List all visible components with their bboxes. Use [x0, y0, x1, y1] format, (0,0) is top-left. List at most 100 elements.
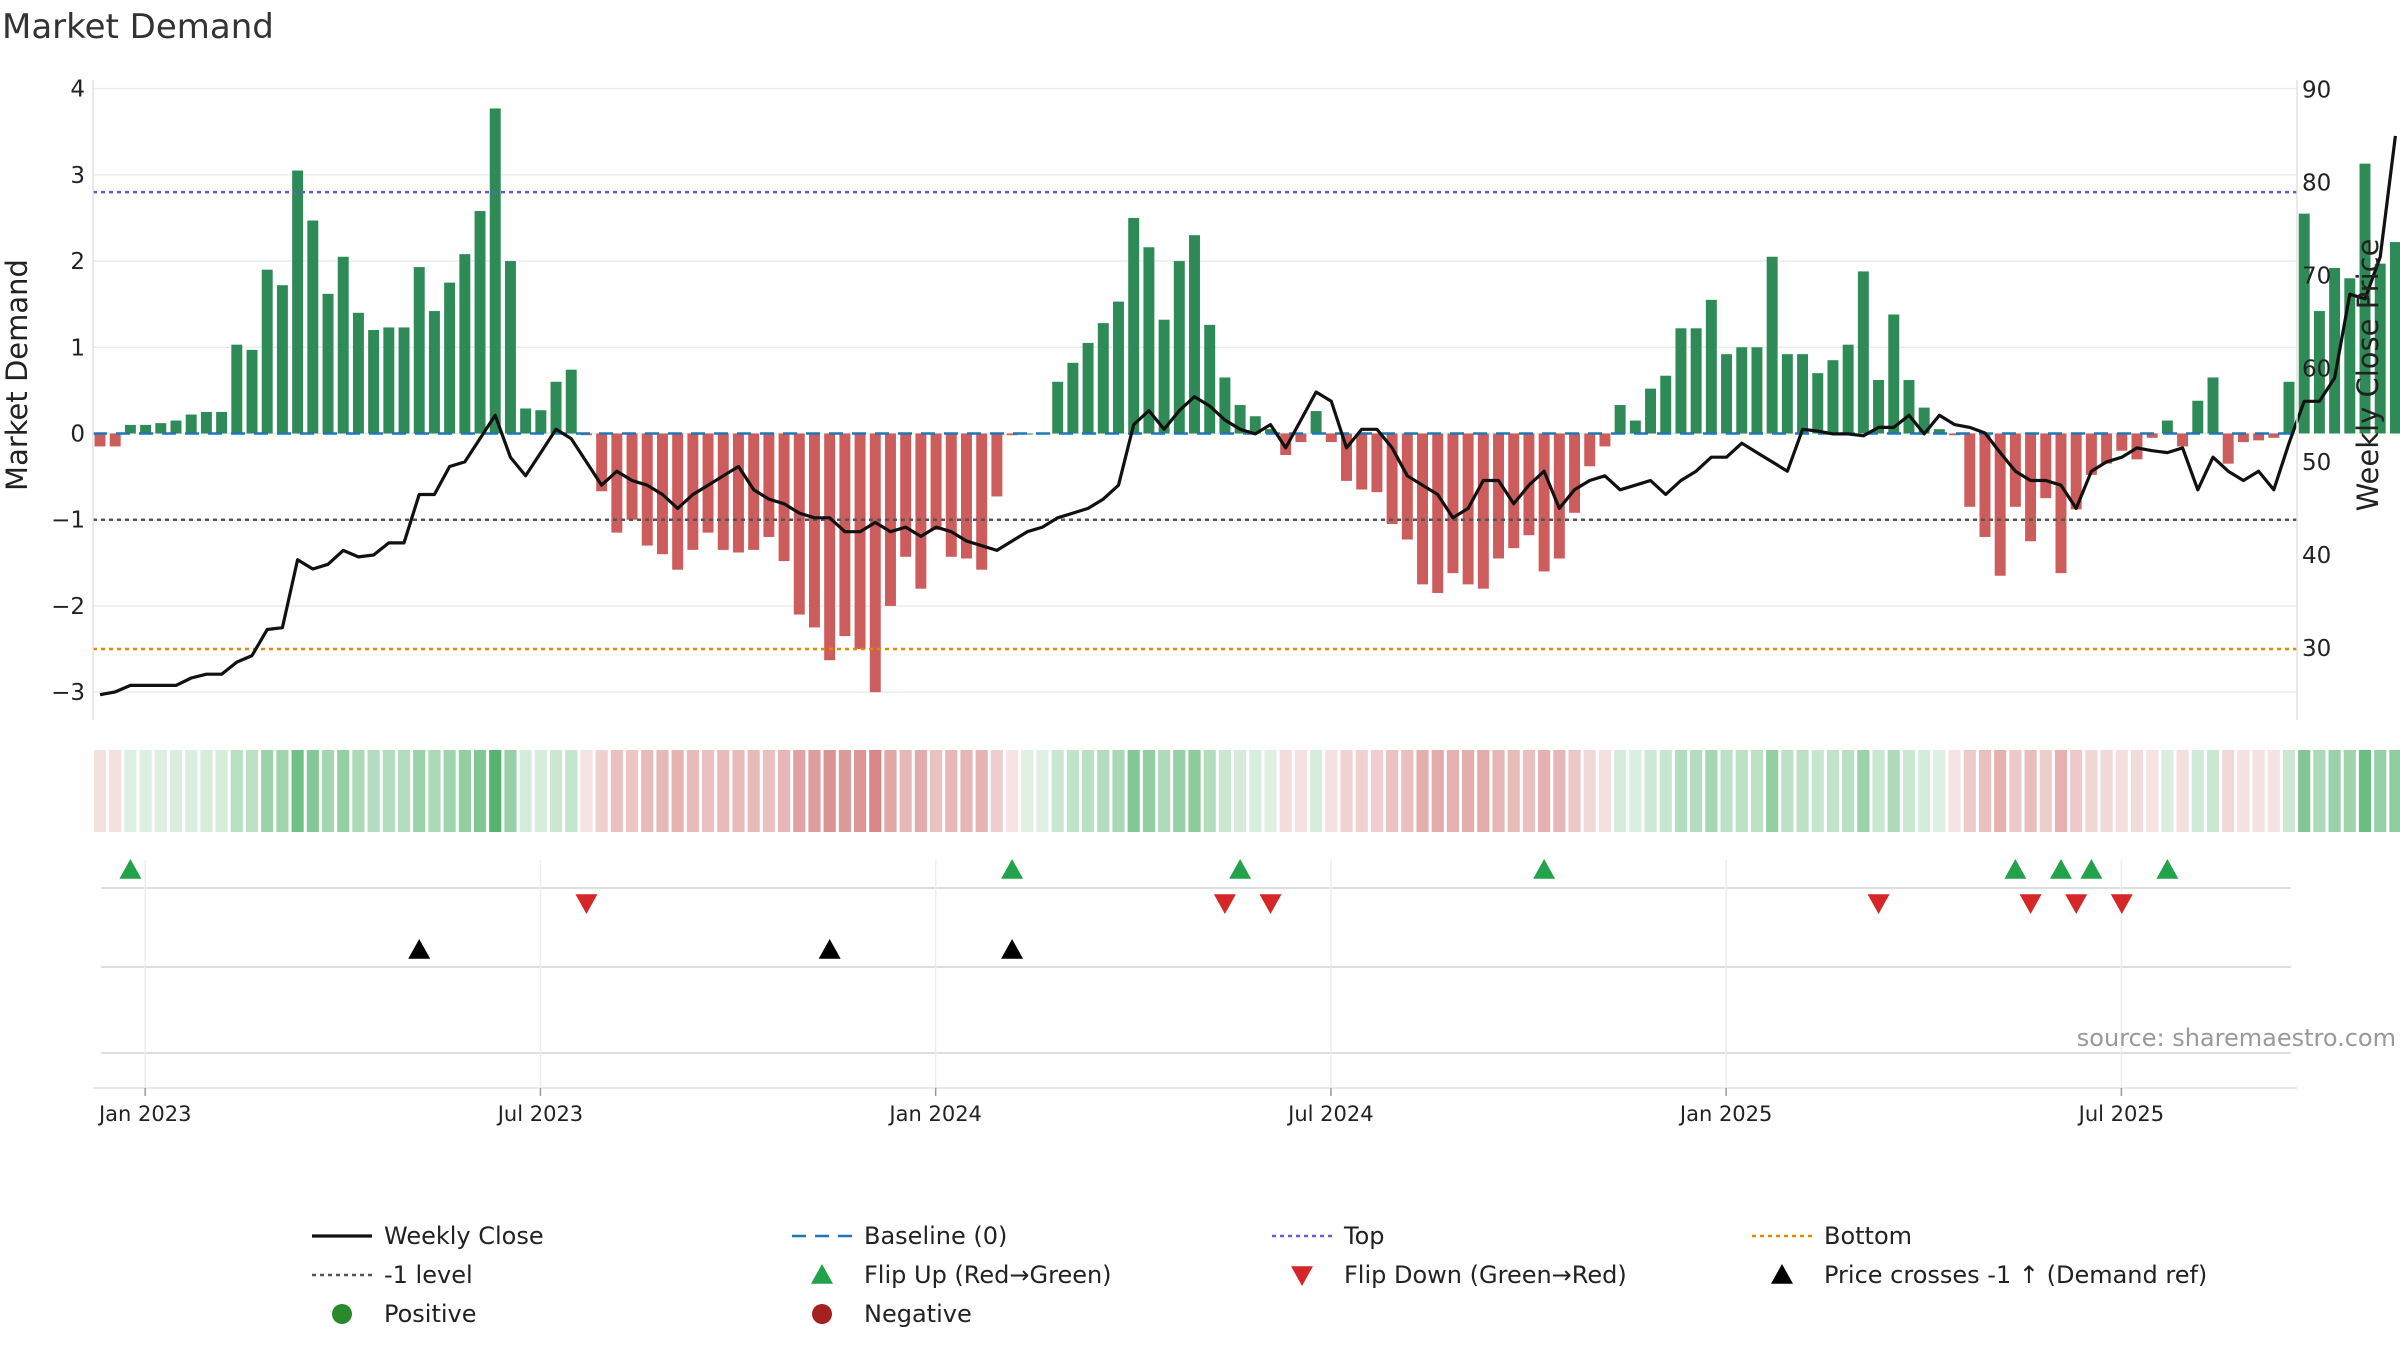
demand-bar: [687, 433, 699, 550]
demand-bar: [884, 433, 896, 606]
heat-cell: [1644, 750, 1657, 832]
demand-bar: [1812, 373, 1824, 434]
demand-bar: [1021, 433, 1033, 435]
demand-bar: [1006, 433, 1018, 436]
x-tick-label: Jul 2024: [1286, 1102, 1373, 1126]
y-tick-label-right: 80: [2302, 170, 2331, 196]
demand-bar: [1356, 433, 1368, 490]
demand-bar: [535, 410, 547, 434]
heat-cell: [1492, 750, 1505, 832]
demand-bar: [520, 408, 532, 434]
heat-cell: [549, 750, 563, 832]
demand-bar: [1751, 347, 1763, 434]
y-tick-label-right: 90: [2302, 77, 2331, 103]
flip-up-marker: [119, 859, 142, 879]
demand-bar: [1067, 362, 1079, 434]
heat-cell: [2115, 750, 2128, 832]
demand-bar: [413, 267, 425, 434]
heat-cell: [1781, 750, 1794, 832]
heat-cell: [1477, 750, 1490, 832]
heat-cell: [1446, 750, 1460, 832]
demand-bar: [231, 344, 243, 434]
heat-cell: [1173, 750, 1186, 832]
heat-cell: [1112, 750, 1125, 832]
heat-cell: [610, 750, 623, 832]
legend-label: Top: [1343, 1222, 1385, 1250]
heat-cell: [1066, 750, 1079, 832]
heat-cell: [838, 750, 851, 832]
demand-bar: [383, 327, 395, 434]
heat-cell: [1842, 750, 1855, 832]
heat-cell: [169, 750, 183, 832]
demand-bar: [2389, 242, 2400, 434]
heat-cell: [929, 750, 943, 832]
flip-up-marker: [1001, 859, 1024, 879]
heat-cell: [1462, 750, 1475, 832]
demand-bar: [1842, 344, 1854, 434]
demand-bar: [489, 108, 501, 434]
heat-cell: [960, 750, 973, 832]
heat-cell: [1021, 750, 1034, 832]
demand-bar: [1675, 328, 1687, 434]
heat-cell: [2313, 750, 2326, 832]
heat-cell: [1750, 750, 1764, 832]
heat-cell: [2100, 750, 2113, 832]
demand-bar: [1736, 347, 1748, 434]
demand-bar: [459, 254, 471, 434]
demand-bar: [596, 433, 608, 492]
demand-bar: [2146, 433, 2158, 438]
y-axis-label-left: Market Demand: [0, 259, 34, 491]
demand-bar: [1280, 433, 1292, 456]
heat-cell: [504, 750, 517, 832]
demand-bar: [930, 433, 942, 531]
legend-label: Weekly Close: [384, 1222, 544, 1250]
demand-bar: [307, 220, 319, 434]
legend-label: Bottom: [1824, 1222, 1912, 1250]
heat-cell: [884, 750, 897, 832]
demand-bar: [2268, 433, 2280, 438]
y-tick-label-right: 60: [2302, 357, 2331, 383]
heat-cell: [793, 750, 806, 832]
demand-bar: [1705, 299, 1717, 434]
demand-bar: [869, 433, 881, 693]
heat-cell: [352, 750, 365, 832]
demand-bar: [824, 433, 836, 661]
heat-cell: [367, 750, 380, 832]
demand-bar: [1371, 433, 1383, 493]
demand-bar: [1189, 235, 1200, 434]
demand-bar: [155, 423, 167, 434]
heat-cell: [1386, 750, 1399, 832]
heat-cell: [489, 750, 502, 832]
demand-bar: [428, 311, 440, 434]
demand-bar: [672, 433, 684, 570]
heat-cell: [625, 750, 639, 832]
heat-cell: [2009, 750, 2022, 832]
demand-bar: [2177, 433, 2189, 447]
heat-cell: [671, 750, 684, 832]
heat-cell: [1401, 750, 1414, 832]
legend: Weekly Close Baseline (0) Top Bottom -1 leve…: [312, 1222, 2207, 1328]
heat-cell: [869, 750, 882, 832]
demand-bar: [322, 293, 334, 434]
heat-cell: [1826, 750, 1840, 832]
heat-cell: [1082, 750, 1095, 832]
heat-cell: [1948, 750, 1961, 832]
demand-bar: [1158, 319, 1170, 434]
demand-bar: [1553, 433, 1565, 559]
demand-bar: [1645, 388, 1657, 434]
heat-cell: [215, 750, 228, 832]
heat-cell: [2054, 750, 2068, 832]
demand-bar: [1508, 433, 1520, 549]
demand-bar: [1781, 354, 1793, 434]
event-markers: [101, 859, 2291, 1090]
heat-cell: [413, 750, 426, 832]
demand-bar: [915, 433, 927, 589]
demand-bar: [1249, 416, 1261, 434]
heat-cell: [2176, 750, 2189, 832]
heat-cell: [1279, 750, 1292, 832]
flip-up-marker: [1229, 859, 1252, 879]
heat-cell: [1690, 750, 1703, 832]
legend-dot: [812, 1304, 832, 1324]
heat-cell: [777, 750, 791, 832]
legend-dot: [332, 1304, 352, 1324]
